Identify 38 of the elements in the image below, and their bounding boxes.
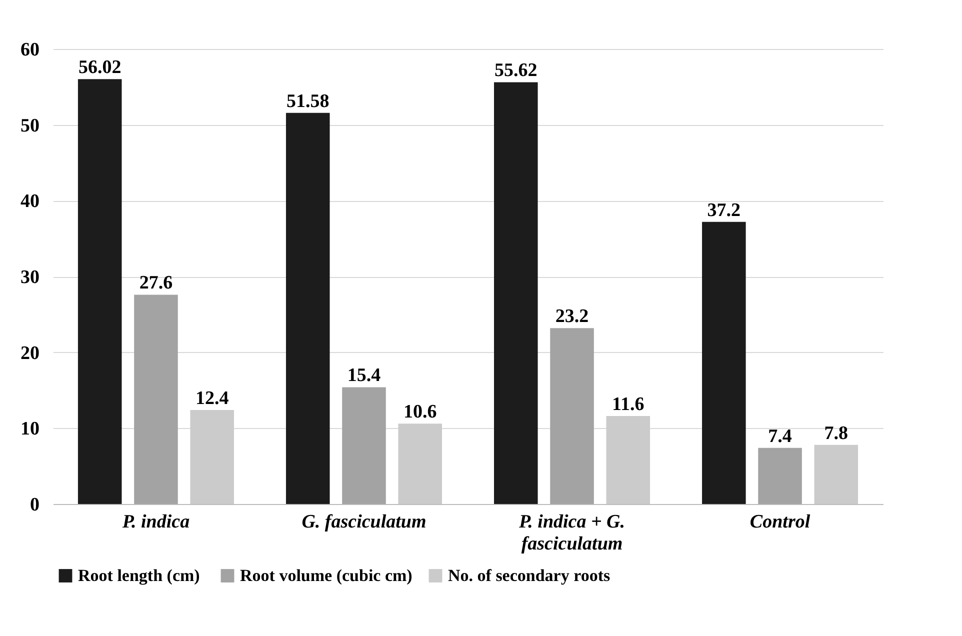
data-label: 51.58 — [286, 90, 330, 112]
y-tick-label: 20 — [20, 342, 40, 364]
y-tick-label: 40 — [20, 191, 40, 212]
bar — [814, 444, 858, 504]
y-tick-label: 30 — [20, 267, 40, 288]
bar — [190, 410, 234, 504]
legend-label: Root length (cm) — [78, 566, 200, 585]
bar — [494, 82, 538, 504]
x-tick-label: Control — [750, 512, 811, 532]
data-label: 12.4 — [195, 388, 230, 409]
bar — [134, 294, 178, 504]
x-tick-label: G. fasciculatum — [302, 512, 426, 532]
data-label: 11.6 — [612, 394, 644, 416]
x-tick-label: P. indica + G. fasciculatum — [518, 512, 626, 554]
data-label: 10.6 — [403, 402, 437, 423]
data-label: 15.4 — [347, 365, 382, 386]
data-label: 55.62 — [494, 60, 538, 82]
data-label: 56.02 — [78, 57, 122, 78]
bar — [606, 416, 650, 504]
bar — [550, 328, 594, 504]
bar — [398, 424, 442, 504]
y-tick-label: 0 — [30, 494, 40, 516]
bar — [702, 222, 746, 504]
y-tick-label: 50 — [20, 115, 40, 136]
bar — [342, 387, 386, 504]
bar — [286, 112, 330, 504]
y-tick-label: 10 — [20, 418, 40, 440]
bar — [78, 79, 122, 504]
bar — [758, 448, 802, 504]
data-label: 27.6 — [139, 272, 173, 294]
data-label: 37.2 — [707, 200, 741, 221]
y-tick-label: 60 — [20, 40, 40, 60]
data-label: 7.4 — [768, 426, 792, 447]
legend-label: No. of secondary roots — [448, 566, 610, 585]
data-label: 7.8 — [824, 422, 848, 444]
legend-label: Root volume (cubic cm) — [240, 566, 412, 585]
x-tick-label: P. indica — [121, 512, 190, 532]
data-label: 23.2 — [555, 306, 589, 328]
